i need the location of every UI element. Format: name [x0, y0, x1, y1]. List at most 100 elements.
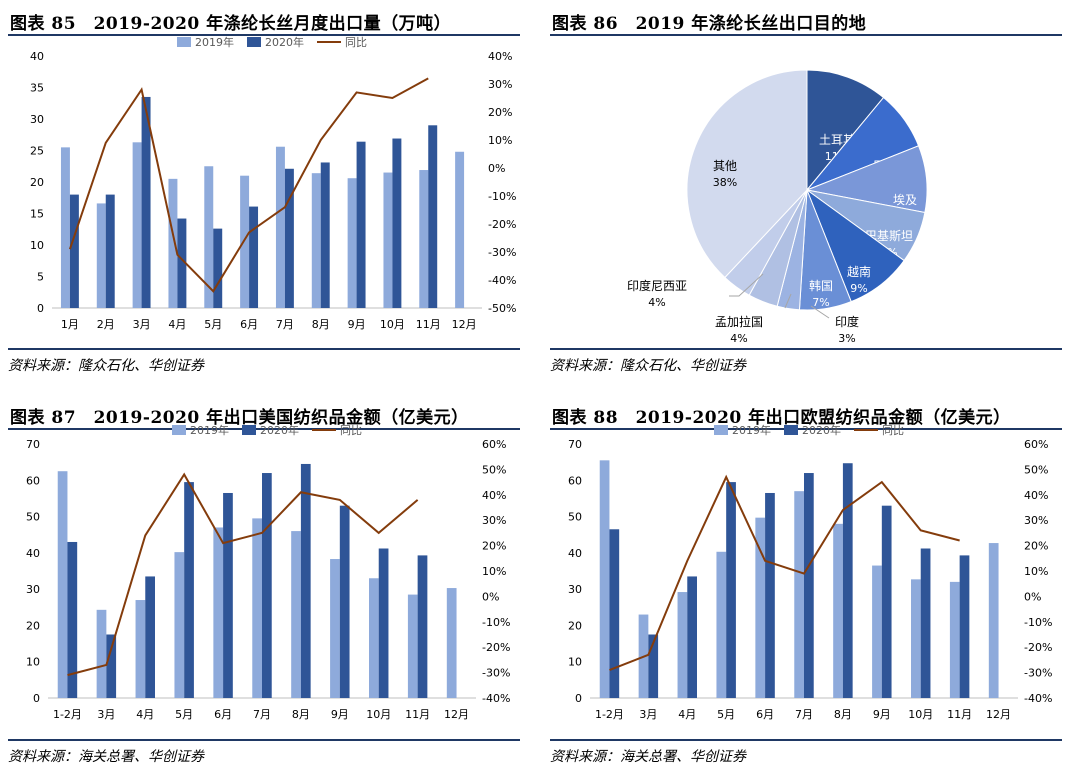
source-note: 资料来源：海关总署、华创证券	[550, 739, 1062, 766]
panel-85: 图表 85 2019-2020 年涤纶长丝月度出口量（万吨） 0 5 10 15 20 2…	[8, 4, 520, 376]
series-line-同比	[68, 77, 429, 293]
bar-2019年	[872, 565, 882, 698]
pie-value: 7%	[812, 296, 829, 309]
y2-tick-label: 60%	[482, 438, 506, 451]
y2-tick-label: 50%	[482, 463, 506, 476]
y-tick-label: 30	[568, 583, 582, 596]
bar-2019年	[135, 600, 146, 698]
panel-title: 图表 85 2019-2020 年涤纶长丝月度出口量（万吨）	[10, 14, 452, 34]
bar-2020年	[881, 505, 892, 698]
y-tick-label: 70	[26, 438, 40, 451]
y2-tick-label: 10%	[482, 565, 506, 578]
panel-header: 图表 87 2019-2020 年出口美国纺织品金额（亿美元）	[8, 398, 520, 430]
bar-2019年	[911, 579, 921, 698]
y2-tick-label: 0%	[1024, 590, 1041, 603]
y2-tick-label: 0%	[482, 590, 499, 603]
x-tick-label: 10月	[908, 708, 933, 721]
y-tick-label: 40	[30, 50, 44, 63]
y2-tick-label: 40%	[488, 50, 512, 63]
bar-2019年	[347, 178, 357, 308]
bar-2020年	[300, 463, 311, 698]
bar-2020年	[417, 555, 428, 698]
bar-2019年	[833, 523, 843, 698]
source-note: 资料来源：隆众石化、华创证券	[8, 348, 520, 375]
y-tick-label: 15	[30, 208, 44, 221]
y2-tick-label: 10%	[488, 134, 512, 147]
y-tick-label: 70	[568, 438, 582, 451]
pie-label: 韩国	[809, 278, 833, 293]
panel-header: 图表 85 2019-2020 年涤纶长丝月度出口量（万吨）	[8, 4, 520, 36]
y2-tick-label: 20%	[1024, 540, 1048, 553]
pie-value: 4%	[648, 296, 665, 309]
y2-tick-label: 30%	[482, 514, 506, 527]
leader-line	[729, 273, 764, 297]
bar-2019年	[407, 594, 418, 698]
x-tick-label: 6月	[214, 708, 232, 721]
x-tick-label: 2月	[97, 318, 115, 331]
y-tick-label: 60	[568, 474, 582, 487]
pie-value: 9%	[850, 282, 867, 295]
bar-2019年	[716, 551, 727, 698]
x-tick-label: 12月	[986, 708, 1011, 721]
bar-2019年	[240, 175, 250, 308]
bar-2019年	[755, 517, 766, 698]
bar-2019年	[291, 531, 301, 698]
y2-tick-label: 50%	[1024, 463, 1048, 476]
bar-2019年	[949, 581, 960, 698]
x-tick-label: 12月	[444, 708, 469, 721]
legend-label: 2020年	[260, 423, 299, 437]
legend-swatch-2019	[172, 425, 186, 435]
y2-tick-label: -40%	[1024, 692, 1052, 705]
x-tick-label: 11月	[405, 708, 430, 721]
y-tick-label: 5	[37, 271, 44, 284]
pie-label: 孟加拉国	[715, 314, 763, 329]
bar-2020年	[105, 194, 115, 308]
bar-2019年	[988, 543, 999, 698]
series-line-同比	[609, 474, 960, 671]
bar-2020年	[378, 548, 389, 698]
pie-value: 38%	[713, 176, 737, 189]
bar-2019年	[446, 588, 457, 698]
bar-2020年	[69, 194, 79, 308]
bar-2019年	[311, 173, 321, 308]
x-tick-label: 3月	[97, 708, 115, 721]
bar-2019年	[330, 559, 340, 698]
panel-title: 图表 86 2019 年涤纶长丝出口目的地	[552, 14, 867, 34]
bar-2020年	[687, 576, 697, 698]
panel-87: 图表 87 2019-2020 年出口美国纺织品金额（亿美元） 0 10 20 30 4…	[8, 398, 520, 768]
bar-2019年	[275, 146, 285, 308]
panel-header: 图表 86 2019 年涤纶长丝出口目的地	[550, 4, 1062, 36]
bar-2020年	[67, 541, 78, 698]
x-tick-label: 5月	[175, 708, 193, 721]
chart-eu-textile-exports: 0 10 20 30 40 50 60 70 -40% -30% -20% -10% 0% 10% 20% 3…	[568, 423, 1052, 721]
legend-label: 2020年	[802, 423, 841, 437]
y-tick-label: 60	[26, 474, 40, 487]
bar-2020年	[177, 218, 187, 308]
bar-2020年	[262, 473, 272, 698]
x-tick-label: 9月	[873, 708, 891, 721]
y2-tick-label: -10%	[1024, 616, 1052, 629]
legend-label: 2020年	[265, 35, 304, 49]
x-tick-label: 10月	[366, 708, 391, 721]
y-tick-label: 0	[37, 302, 44, 315]
pie-label: 越南	[847, 264, 871, 279]
x-tick-label: 4月	[678, 708, 696, 721]
x-tick-label: 7月	[253, 708, 271, 721]
bar-2020年	[284, 168, 294, 308]
y2-tick-label: 40%	[1024, 489, 1048, 502]
bar-2020年	[213, 228, 223, 308]
legend-label: 同比	[345, 36, 367, 49]
bar-2019年	[794, 491, 804, 698]
y-tick-label: 30	[26, 583, 40, 596]
bar-2019年	[96, 203, 106, 308]
y2-tick-label: 30%	[488, 78, 512, 91]
chart-export-destinations: 土耳其11%巴西8%埃及9%巴基斯坦7%越南9%韩国7%印度3%孟加拉国4%印度…	[627, 69, 928, 345]
legend-label: 2019年	[190, 423, 229, 437]
x-tick-label: 6月	[240, 318, 258, 331]
chart-export-volume: 0 5 10 15 20 25 30 35 40 -50% -40% -30% -20% -10% 0% 10…	[30, 35, 516, 331]
y2-tick-label: -50%	[488, 302, 516, 315]
x-tick-label: 9月	[348, 318, 366, 331]
bar-2020年	[648, 634, 659, 698]
bar-2020年	[141, 96, 151, 308]
y-tick-label: 20	[30, 176, 44, 189]
